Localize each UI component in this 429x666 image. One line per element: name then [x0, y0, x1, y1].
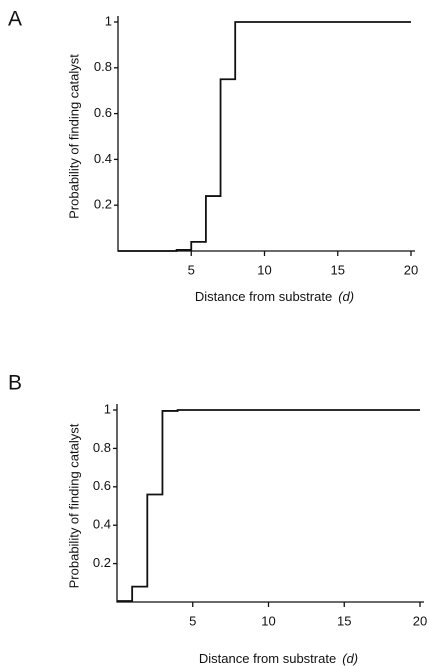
y-tick-label: 0.4: [93, 517, 111, 532]
x-label-text: Distance from substrate: [199, 651, 336, 666]
x-tick-label: 10: [261, 613, 275, 628]
y-axis-label: Probability of finding catalyst: [66, 423, 81, 588]
x-label-symbol: (d): [338, 289, 354, 304]
y-tick-label: 0.2: [93, 555, 111, 570]
x-tick-label: 15: [337, 613, 351, 628]
x-tick-label: 15: [331, 262, 345, 277]
x-label-text: Distance from substrate: [195, 289, 332, 304]
y-tick-label: 0.8: [94, 59, 112, 74]
x-tick-label: 5: [188, 262, 195, 277]
axis-line: [116, 404, 424, 603]
step-line: [118, 21, 411, 252]
y-tick-label: 1: [105, 13, 112, 28]
x-axis-label: Distance from substrate (d): [199, 651, 358, 666]
panel-label: A: [8, 8, 22, 31]
y-tick-label: 0.8: [93, 440, 111, 455]
y-axis-label: Probability of finding catalyst: [66, 54, 81, 219]
x-label-symbol: (d): [342, 651, 358, 666]
axis-line: [117, 16, 415, 252]
y-tick-label: 0.4: [94, 151, 112, 166]
x-tick-label: 10: [257, 262, 271, 277]
y-tick-label: 0.6: [93, 478, 111, 493]
y-tick-label: 0.2: [94, 197, 112, 212]
step-line: [117, 409, 420, 602]
x-tick-label: 20: [404, 262, 418, 277]
y-tick-label: 0.6: [94, 105, 112, 120]
x-tick-label: 20: [413, 613, 427, 628]
x-axis-label: Distance from substrate (d): [195, 289, 354, 304]
panel-label: B: [8, 372, 22, 395]
y-tick-label: 1: [104, 401, 111, 416]
x-tick-label: 5: [189, 613, 196, 628]
